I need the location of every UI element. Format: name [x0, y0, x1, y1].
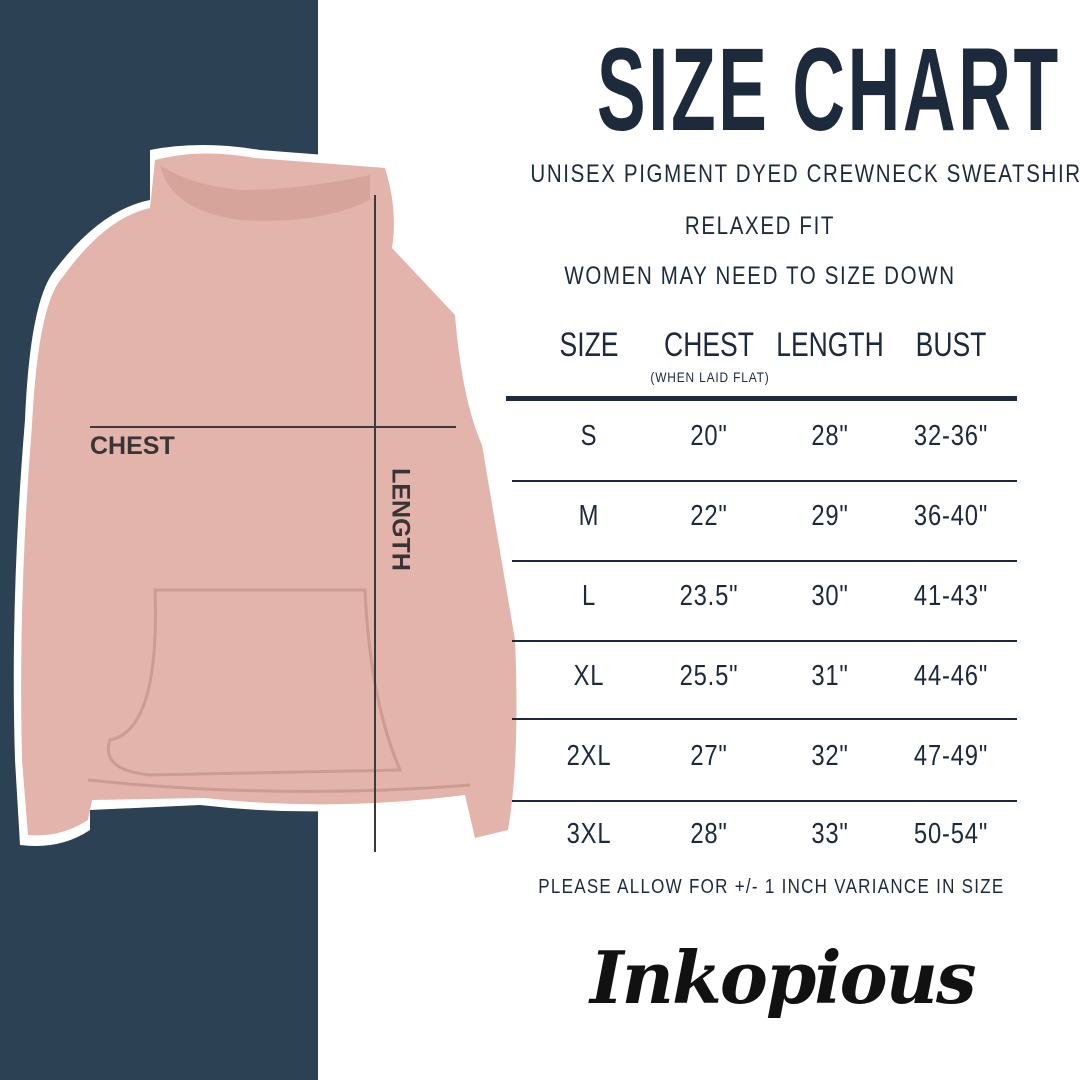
cell-bust: 50-54" [913, 818, 989, 850]
cell-length: 30" [811, 580, 849, 612]
length-label: LENGTH [386, 468, 415, 571]
header-length: LENGTH [776, 326, 884, 364]
row-divider [512, 800, 1017, 802]
cell-bust: 47-49" [913, 740, 989, 772]
cell-bust: 36-40" [913, 500, 989, 532]
subtitle-sizing-note: WOMEN MAY NEED TO SIZE DOWN [564, 262, 956, 290]
row-divider [512, 640, 1017, 642]
header-divider [506, 396, 1017, 401]
row-divider [512, 560, 1017, 562]
cell-chest: 28" [690, 818, 728, 850]
row-divider [512, 718, 1017, 720]
cell-bust: 44-46" [913, 660, 989, 692]
header-bust: BUST [915, 326, 987, 364]
header-chest-note: (WHEN LAID FLAT) [650, 369, 770, 385]
row-divider [512, 480, 1017, 482]
cell-bust: 41-43" [913, 580, 989, 612]
cell-size: M [578, 500, 600, 532]
cell-size: S [580, 420, 598, 452]
inkopious-logo: Inkopious [590, 935, 977, 1020]
hoodie-photo [13, 145, 527, 852]
cell-chest: 20" [690, 420, 728, 452]
cell-length: 31" [811, 660, 849, 692]
cell-length: 33" [811, 818, 849, 850]
cell-bust: 32-36" [913, 420, 989, 452]
cell-size: 3XL [566, 818, 612, 850]
cell-chest: 23.5" [679, 580, 739, 612]
cell-size: L [581, 580, 597, 612]
subtitle-fit: RELAXED FIT [684, 212, 836, 240]
subtitle-product: UNISEX PIGMENT DYED CREWNECK SWEATSHIRT [530, 160, 1080, 188]
cell-size: 2XL [566, 740, 612, 772]
chest-label: CHEST [90, 432, 175, 460]
header-chest: CHEST [664, 326, 754, 364]
cell-length: 29" [811, 500, 849, 532]
cell-length: 32" [811, 740, 849, 772]
cell-size: XL [573, 660, 605, 692]
cell-chest: 22" [690, 500, 728, 532]
cell-chest: 27" [690, 740, 728, 772]
page-title: SIZE CHART [596, 24, 1061, 156]
cell-length: 28" [811, 420, 849, 452]
cell-chest: 25.5" [679, 660, 739, 692]
header-size: SIZE [559, 326, 619, 364]
variance-note: PLEASE ALLOW FOR +/- 1 INCH VARIANCE IN … [538, 876, 1005, 898]
